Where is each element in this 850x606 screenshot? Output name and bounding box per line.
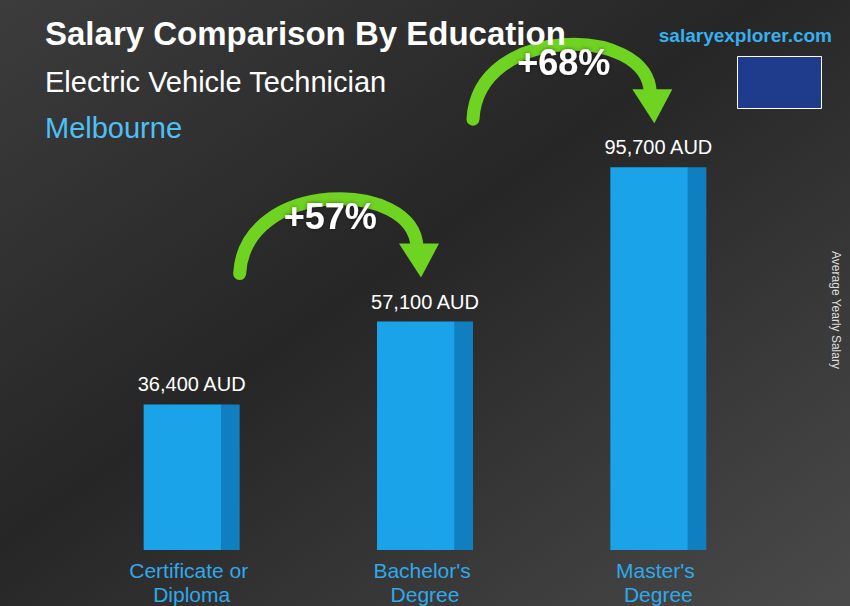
svg-text:Diploma: Diploma — [153, 583, 230, 606]
svg-text:Degree: Degree — [624, 583, 693, 606]
svg-text:Salary Comparison By Education: Salary Comparison By Education — [45, 15, 566, 52]
svg-text:57,100 AUD: 57,100 AUD — [371, 291, 479, 313]
svg-text:Bachelor's: Bachelor's — [373, 559, 476, 582]
svg-text:+57%: +57% — [284, 196, 377, 237]
svg-text:salaryexplorer.com: salaryexplorer.com — [659, 25, 832, 46]
svg-text:Electric Vehicle Technician: Electric Vehicle Technician — [45, 66, 386, 98]
svg-text:95,700 AUD: 95,700 AUD — [604, 136, 712, 158]
svg-text:Average Yearly Salary: Average Yearly Salary — [829, 251, 843, 369]
svg-text:Certificate or: Certificate or — [129, 559, 254, 582]
svg-text:Master's: Master's — [616, 559, 701, 582]
svg-text:Degree: Degree — [391, 583, 460, 606]
svg-text:Melbourne: Melbourne — [45, 112, 182, 144]
svg-text:36,400 AUD: 36,400 AUD — [138, 373, 246, 395]
svg-text:+68%: +68% — [517, 41, 611, 83]
